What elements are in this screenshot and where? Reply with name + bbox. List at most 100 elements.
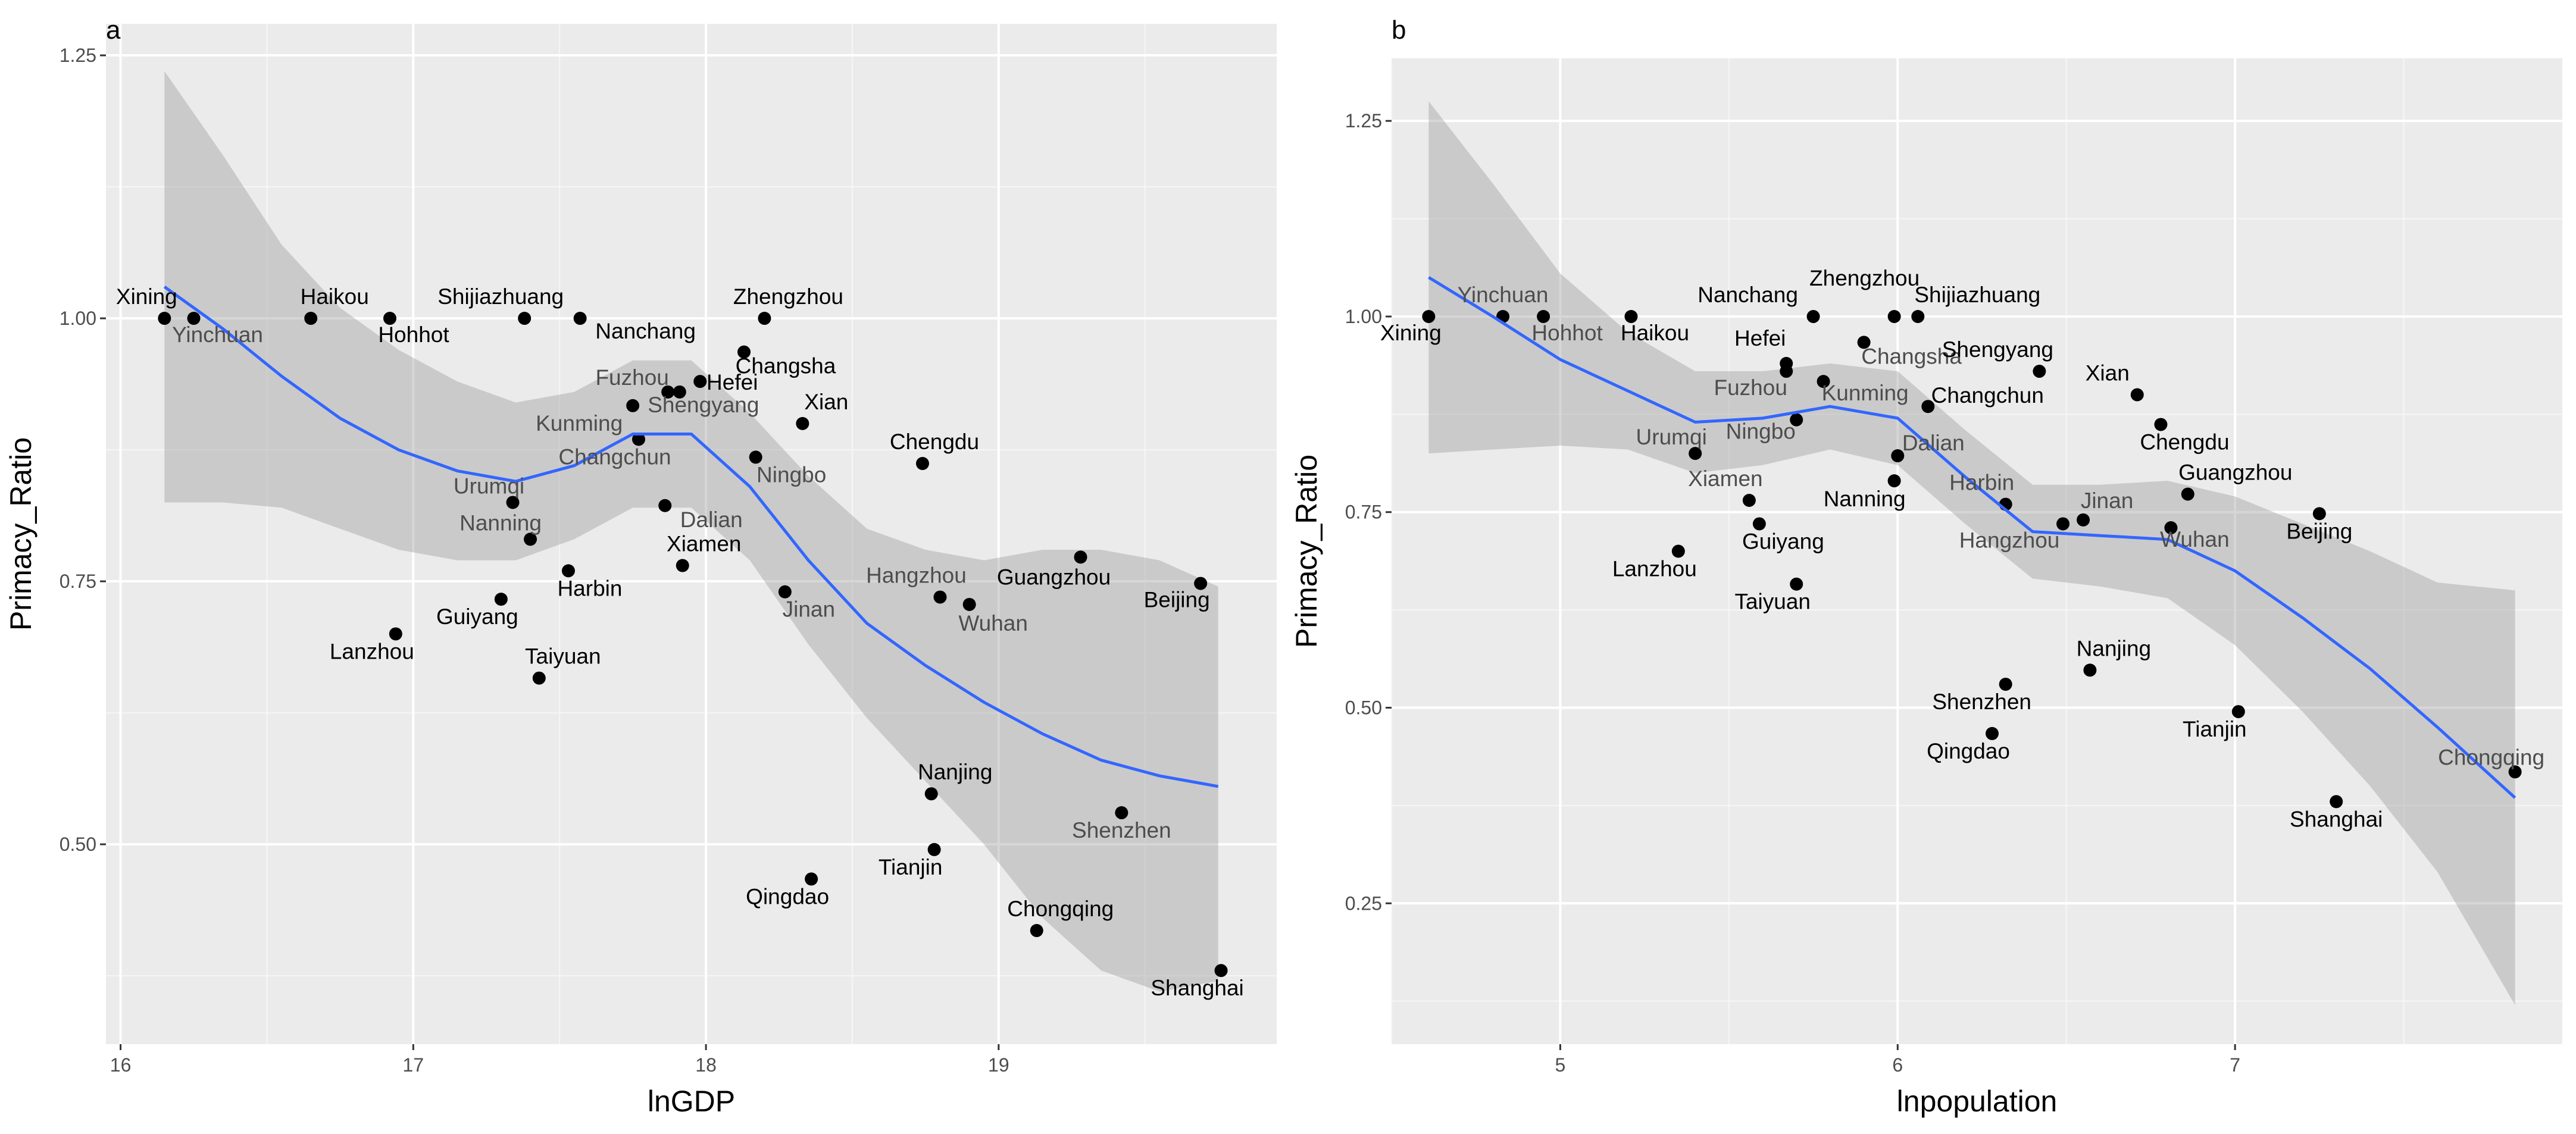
data-point [796, 416, 809, 430]
point-label: Qingdao [746, 884, 829, 909]
data-point [1911, 309, 1925, 323]
data-point [658, 499, 672, 512]
data-point [1752, 517, 1766, 531]
point-label: Changchun [558, 444, 671, 469]
point-label: Nanjing [918, 760, 992, 784]
data-point [1986, 726, 1999, 740]
point-label: Guangzhou [997, 565, 1111, 589]
data-point [1857, 336, 1871, 349]
point-label: Shijiazhuang [1914, 283, 2040, 307]
y-tick-label: 0.50 [60, 834, 96, 855]
point-label: Taiyuan [525, 644, 601, 669]
data-point [933, 590, 947, 604]
panel-tag: b [1392, 15, 1406, 45]
y-tick-label: 1.25 [1345, 110, 1382, 131]
data-point [1624, 309, 1638, 323]
data-point [693, 375, 707, 389]
data-point [927, 842, 941, 856]
y-tick-label: 0.25 [1345, 892, 1382, 914]
data-point [1887, 474, 1901, 488]
point-label: Changsha [1861, 344, 1962, 368]
point-label: Wuhan [958, 611, 1028, 635]
data-point [518, 312, 532, 325]
x-tick-label: 16 [110, 1054, 132, 1076]
point-label: Nanchang [1697, 283, 1798, 307]
point-label: Shenzhen [1932, 690, 2031, 714]
point-label: Kunming [536, 411, 623, 436]
point-label: Nanchang [595, 319, 696, 343]
data-point [1891, 449, 1905, 463]
point-label: Fuzhou [1714, 375, 1787, 400]
point-label: Nanning [1824, 487, 1906, 511]
data-point [2164, 521, 2178, 535]
panel-tag: a [106, 15, 121, 45]
point-label: Xiamen [667, 532, 741, 556]
point-label: Tianjin [879, 855, 943, 879]
panel-a: Xining Yinchuan Haikou Hohhot Shijiazhuang Na… [4, 15, 1277, 1118]
data-point [1887, 309, 1901, 323]
data-point [2083, 663, 2097, 677]
point-label: Xian [804, 390, 848, 414]
confidence-band [164, 71, 1218, 992]
point-label: Jinan [2081, 488, 2133, 513]
point-label: Dalian [1902, 431, 1965, 455]
point-label: Changsha [736, 354, 836, 378]
x-tick-label: 5 [1555, 1054, 1566, 1076]
data-point [1817, 375, 1830, 389]
data-point [915, 457, 929, 471]
point-label: Shijiazhuang [437, 284, 564, 309]
panel-b: Xining Yinchuan Hohhot Haikou Nanchang Zhengz… [1290, 15, 2562, 1118]
point-label: Kunming [1822, 381, 1909, 405]
data-point [661, 385, 675, 399]
data-point [1537, 309, 1550, 323]
x-tick-label: 19 [988, 1054, 1009, 1076]
data-point [1030, 924, 1043, 938]
data-point [1074, 550, 1087, 564]
point-label: Harbin [1949, 471, 2014, 495]
point-label: Hangzhou [866, 563, 967, 588]
point-label: Xining [116, 284, 177, 309]
y-axis-title: Primacy_Ratio [1290, 455, 1323, 648]
point-label: Guangzhou [2178, 460, 2292, 484]
data-point [676, 559, 689, 572]
data-point [524, 532, 537, 546]
point-label: Chengdu [2140, 430, 2229, 454]
point-label: Guiyang [1742, 529, 1824, 553]
plot-background [1392, 58, 2562, 1044]
data-point [1999, 678, 2012, 691]
data-point [494, 593, 508, 606]
data-point [532, 671, 546, 685]
data-point [158, 312, 171, 325]
y-tick-label: 0.75 [60, 571, 96, 592]
point-label: Changchun [1931, 383, 2044, 408]
data-point [187, 312, 201, 325]
y-axis-title: Primacy_Ratio [4, 437, 37, 631]
data-point [1115, 806, 1128, 820]
point-label: Beijing [1144, 588, 1210, 612]
x-tick-label: 7 [2230, 1054, 2240, 1076]
data-point [2181, 487, 2194, 501]
point-label: Qingdao [1927, 739, 2010, 763]
data-point [1790, 413, 1803, 427]
point-label: Xining [1380, 321, 1442, 345]
data-point [778, 585, 792, 599]
confidence-band [1428, 101, 2515, 1005]
smooth-line [1428, 276, 2516, 799]
x-tick-label: 18 [695, 1054, 717, 1076]
point-label: Urumqi [1636, 425, 1707, 449]
data-point [2033, 365, 2046, 378]
data-point [924, 787, 938, 801]
point-label: Guiyang [436, 604, 518, 629]
data-point [805, 872, 818, 886]
data-point [1689, 447, 1702, 461]
plot-background [106, 24, 1277, 1044]
point-label: Xian [2086, 361, 2130, 385]
data-point [1742, 494, 1756, 508]
data-point [673, 385, 686, 399]
data-point [2312, 507, 2326, 521]
point-label: Shengyang [1942, 337, 2053, 362]
point-label: Tianjin [2183, 717, 2247, 741]
point-label: Harbin [557, 576, 622, 600]
point-label: Chongqing [2438, 745, 2544, 769]
data-point [2154, 418, 2168, 431]
